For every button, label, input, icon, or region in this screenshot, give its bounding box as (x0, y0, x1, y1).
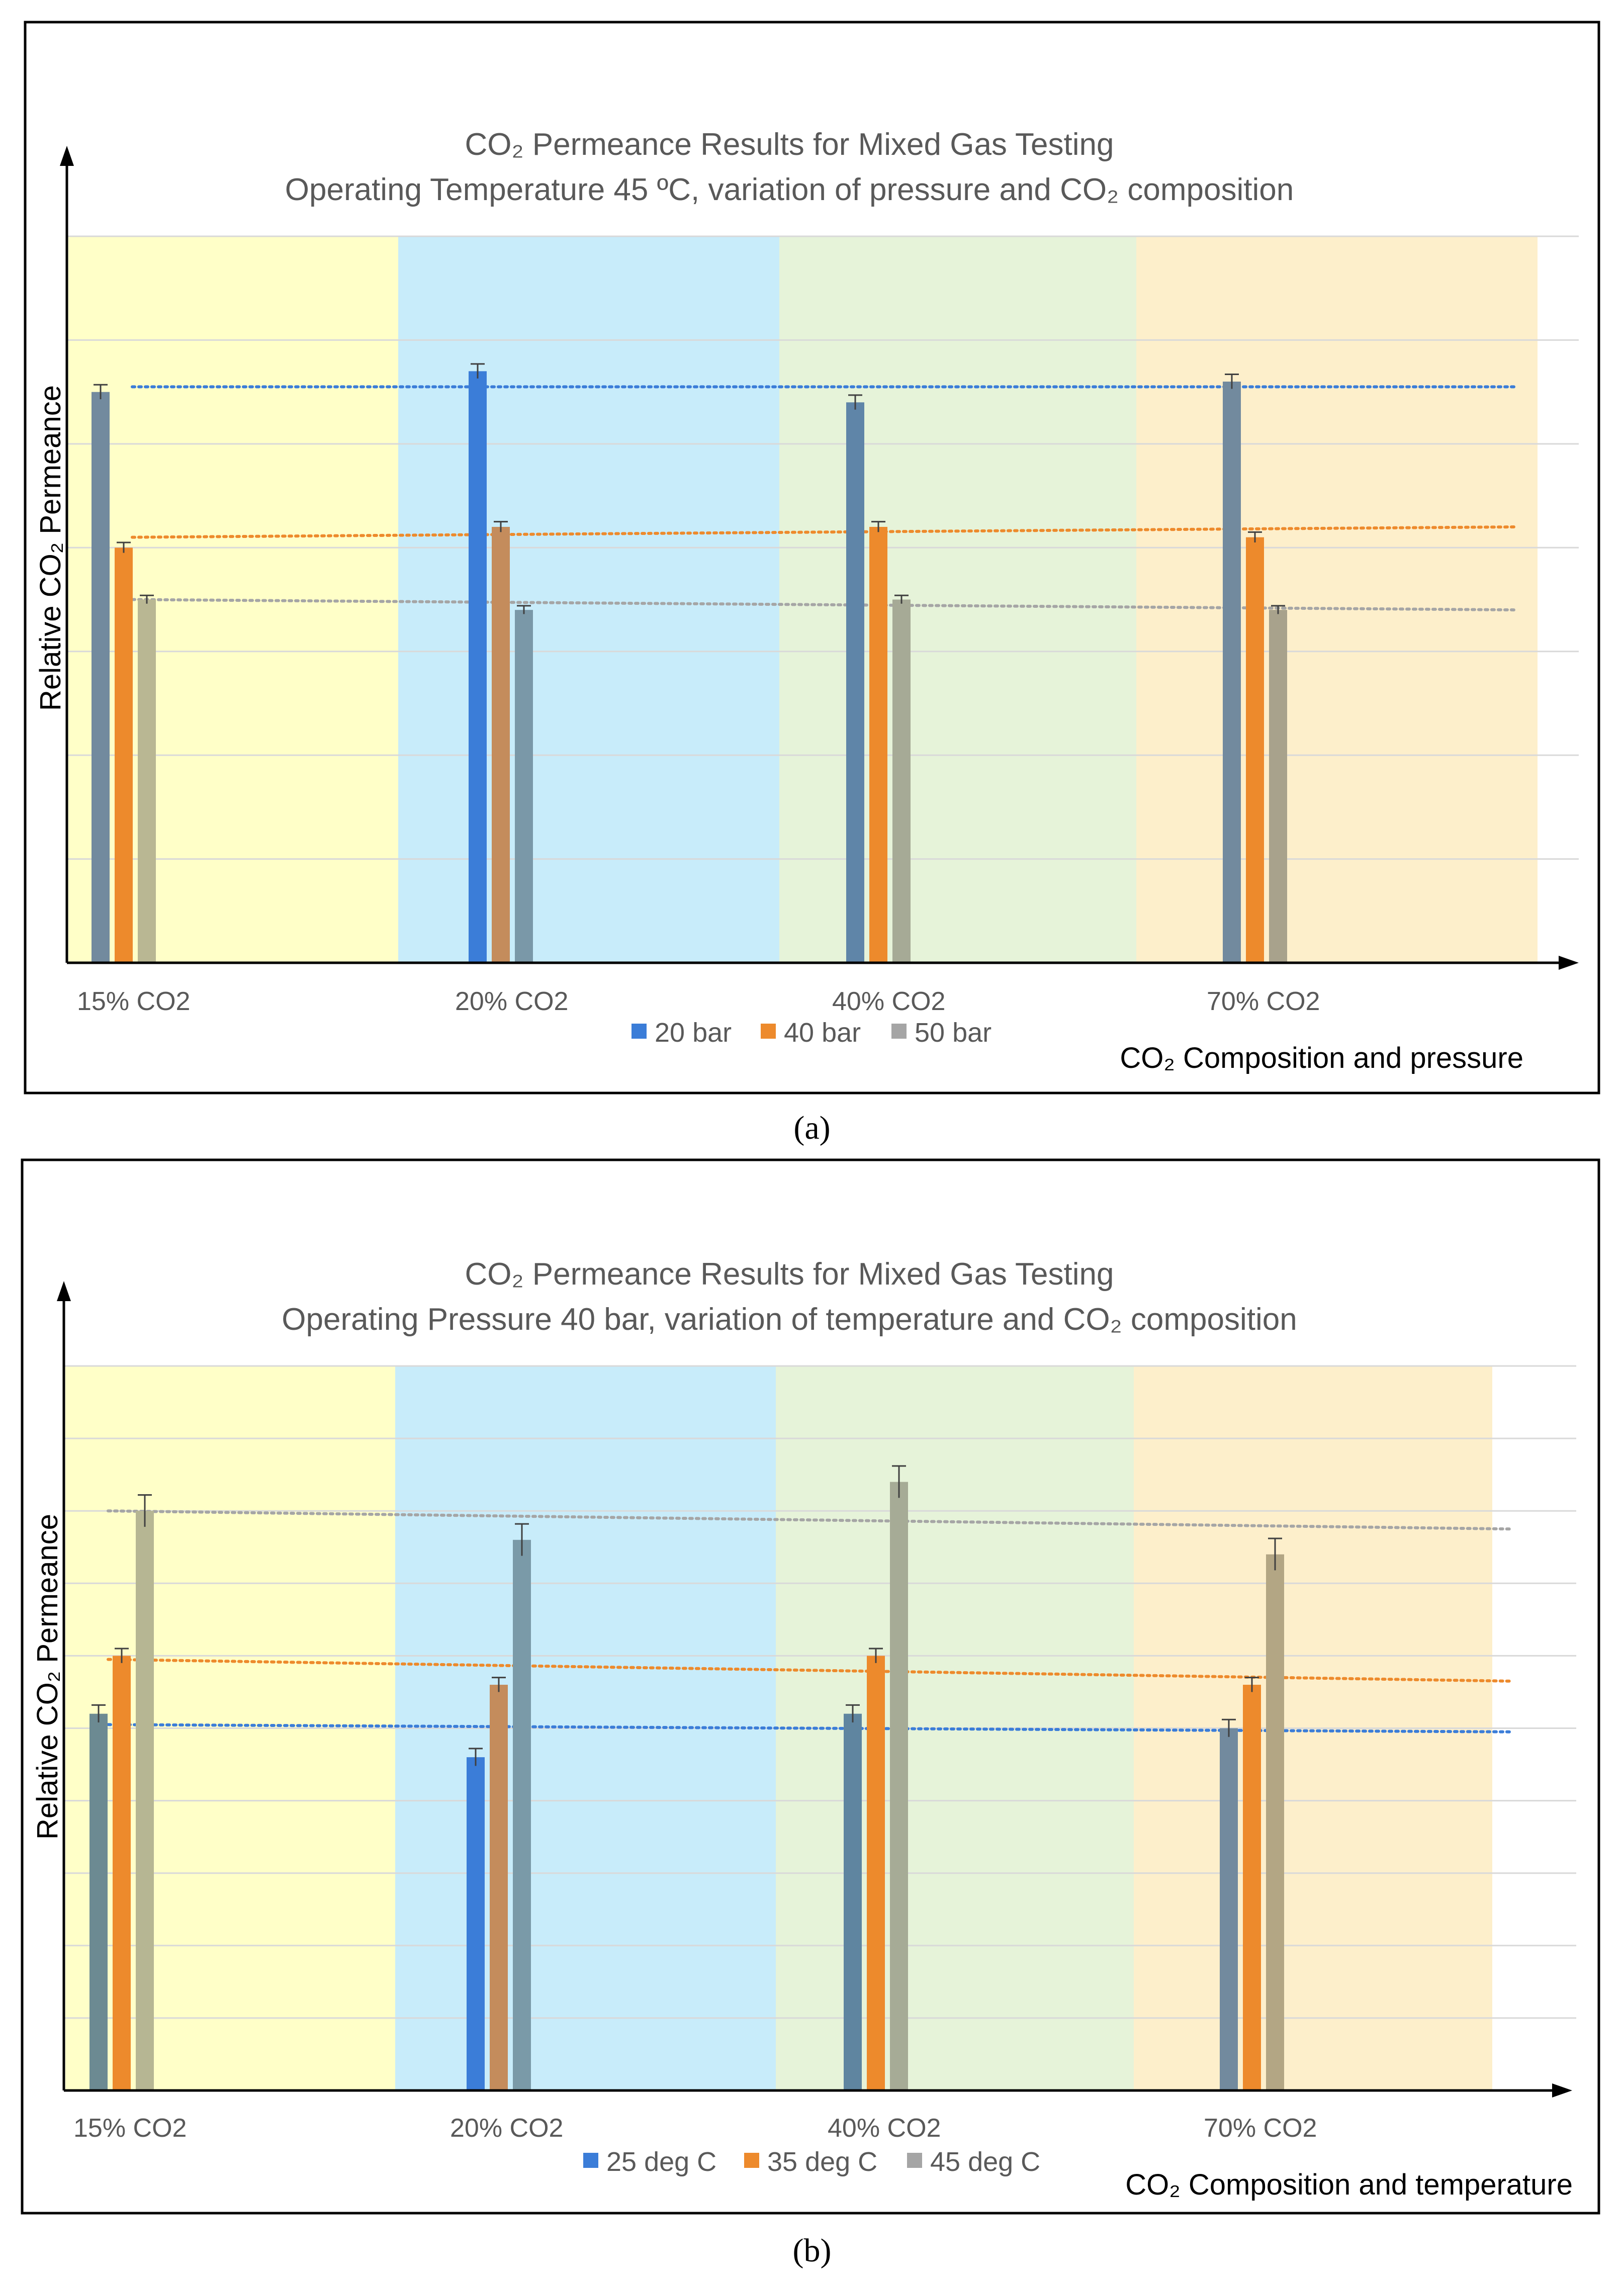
bar (1266, 1554, 1284, 2090)
bar (1243, 1685, 1261, 2090)
bar (490, 1685, 508, 2090)
category-label: 40% CO2 (832, 987, 945, 1016)
bar (136, 1511, 154, 2090)
legend-swatch (583, 2153, 598, 2168)
panel-b-title-line1: CO₂ Permeance Results for Mixed Gas Test… (465, 1257, 1114, 1292)
bar (1220, 1728, 1238, 2090)
category-label: 20% CO2 (455, 987, 568, 1016)
category-region (1136, 236, 1538, 963)
panel-a-bars (92, 363, 1287, 963)
legend-label: 45 deg C (930, 2147, 1040, 2177)
bar (1246, 537, 1264, 963)
legend-label: 20 bar (655, 1018, 732, 1048)
bar (892, 599, 911, 963)
legend-swatch (891, 1024, 907, 1039)
panel-b-bars (89, 1465, 1284, 2090)
category-label: 15% CO2 (73, 2114, 187, 2143)
bar (492, 527, 510, 963)
panel-a-y-axis-arrow (60, 146, 74, 166)
panel-b-title-line2: Operating Pressure 40 bar, variation of … (282, 1302, 1297, 1337)
category-label: 40% CO2 (828, 2114, 941, 2143)
panel-b-frame (21, 1158, 1600, 2215)
category-label: 70% CO2 (1204, 2114, 1317, 2143)
bar (515, 610, 533, 963)
panel-b: CO₂ Permeance Results for Mixed Gas Test… (21, 1158, 1600, 2215)
trendline (131, 598, 1519, 612)
category-label: 70% CO2 (1207, 987, 1320, 1016)
legend-label: 25 deg C (606, 2147, 716, 2177)
legend-swatch (744, 2153, 759, 2168)
panel-b-label: (b) (793, 2232, 832, 2269)
bar (513, 1539, 531, 2090)
bar (89, 1713, 108, 2090)
legend-label: 35 deg C (767, 2147, 877, 2177)
trendline (107, 1509, 1512, 1531)
panel-b-x-axis-arrow (1552, 2083, 1572, 2098)
category-label: 20% CO2 (450, 2114, 563, 2143)
panel-a: CO₂ Permeance Results for Mixed Gas Test… (24, 21, 1600, 1095)
bar (846, 402, 864, 963)
bar (1223, 382, 1241, 963)
category-region (398, 236, 779, 963)
panel-b-y-axis-label: Relative CO₂ Permeance (31, 1514, 64, 1840)
bar (867, 1656, 885, 2090)
panel-a-trendlines (131, 385, 1519, 612)
bar (92, 392, 110, 963)
legend-label: 50 bar (915, 1018, 991, 1048)
bar (469, 371, 487, 963)
bar (1269, 610, 1287, 963)
panel-a-y-axis-label: Relative CO₂ Permeance (34, 385, 67, 711)
bar (467, 1757, 485, 2090)
panel-b-y-axis-arrow (57, 1281, 71, 1301)
panel-a-frame (24, 21, 1600, 1095)
bar (113, 1656, 131, 2090)
legend-swatch (761, 1024, 776, 1039)
bar (869, 527, 887, 963)
panel-a-category-labels: 15% CO2 20% CO2 40% CO2 70% CO2 (77, 987, 1320, 1016)
panel-a-legend: 20 bar 40 bar 50 bar (631, 1018, 991, 1048)
legend-swatch (907, 2153, 922, 2168)
panel-a-x-axis-label: CO₂ Composition and pressure (1120, 1042, 1523, 1074)
panel-a-title-line2: Operating Temperature 45 ºC, variation o… (285, 172, 1294, 207)
panel-b-x-axis-label: CO₂ Composition and temperature (1125, 2168, 1573, 2201)
panel-b-legend: 25 deg C 35 deg C 45 deg C (583, 2147, 1040, 2177)
bar (115, 548, 133, 963)
bar (844, 1713, 862, 2090)
panel-a-label: (a) (793, 1110, 830, 1146)
legend-label: 40 bar (784, 1018, 861, 1048)
panel-b-category-labels: 15% CO2 20% CO2 40% CO2 70% CO2 (73, 2114, 1317, 2143)
bar (890, 1482, 908, 2090)
panel-a-gridlines (67, 235, 1579, 860)
panel-a-title-line1: CO₂ Permeance Results for Mixed Gas Test… (465, 127, 1114, 162)
category-region (779, 236, 1136, 963)
legend-swatch (631, 1024, 647, 1039)
category-label: 15% CO2 (77, 987, 190, 1016)
bar (138, 599, 156, 963)
panel-a-x-axis-arrow (1559, 956, 1579, 970)
trendline (131, 525, 1519, 539)
